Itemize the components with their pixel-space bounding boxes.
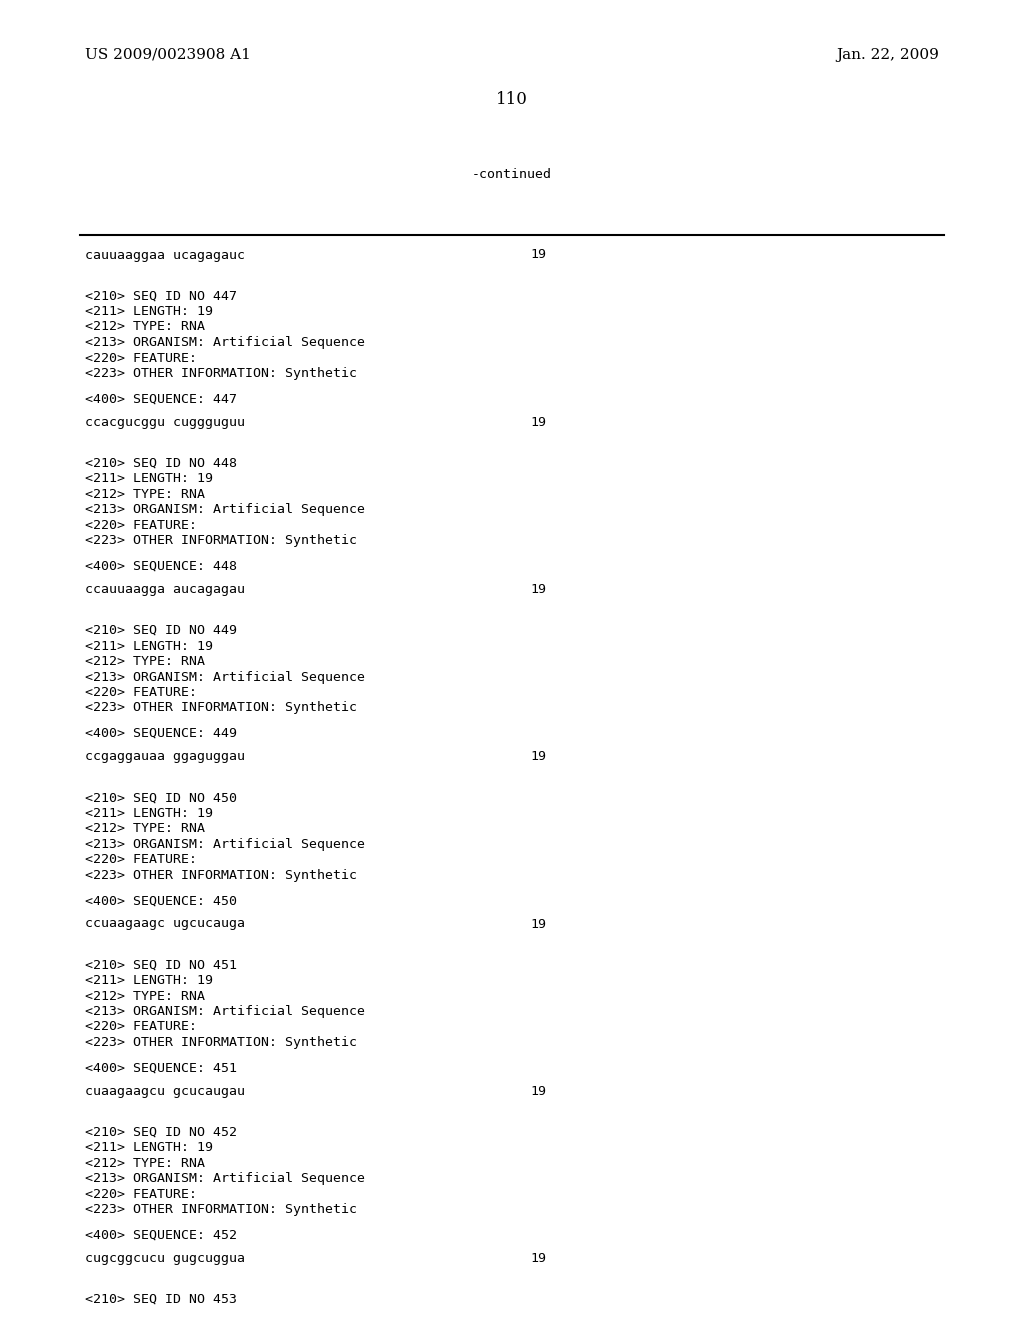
Text: <211> LENGTH: 19: <211> LENGTH: 19 [85,974,213,987]
Text: <400> SEQUENCE: 447: <400> SEQUENCE: 447 [85,392,237,405]
Text: <213> ORGANISM: Artificial Sequence: <213> ORGANISM: Artificial Sequence [85,1005,365,1018]
Text: <211> LENGTH: 19: <211> LENGTH: 19 [85,1142,213,1154]
Text: <213> ORGANISM: Artificial Sequence: <213> ORGANISM: Artificial Sequence [85,838,365,851]
Text: -continued: -continued [472,169,552,181]
Text: <211> LENGTH: 19: <211> LENGTH: 19 [85,473,213,486]
Text: <223> OTHER INFORMATION: Synthetic: <223> OTHER INFORMATION: Synthetic [85,367,357,380]
Text: <210> SEQ ID NO 448: <210> SEQ ID NO 448 [85,457,237,470]
Text: <210> SEQ ID NO 449: <210> SEQ ID NO 449 [85,624,237,638]
Text: 19: 19 [530,416,546,429]
Text: US 2009/0023908 A1: US 2009/0023908 A1 [85,48,251,62]
Text: <212> TYPE: RNA: <212> TYPE: RNA [85,655,205,668]
Text: cuaagaagcu gcucaugau: cuaagaagcu gcucaugau [85,1085,245,1098]
Text: ccauuaagga aucagagau: ccauuaagga aucagagau [85,583,245,597]
Text: <211> LENGTH: 19: <211> LENGTH: 19 [85,807,213,820]
Text: <211> LENGTH: 19: <211> LENGTH: 19 [85,305,213,318]
Text: <220> FEATURE:: <220> FEATURE: [85,853,197,866]
Text: ccuaagaagc ugcucauga: ccuaagaagc ugcucauga [85,917,245,931]
Text: <220> FEATURE:: <220> FEATURE: [85,1188,197,1201]
Text: <223> OTHER INFORMATION: Synthetic: <223> OTHER INFORMATION: Synthetic [85,701,357,714]
Text: Jan. 22, 2009: Jan. 22, 2009 [837,48,939,62]
Text: <220> FEATURE:: <220> FEATURE: [85,519,197,532]
Text: <212> TYPE: RNA: <212> TYPE: RNA [85,488,205,500]
Text: <220> FEATURE:: <220> FEATURE: [85,1020,197,1034]
Text: <400> SEQUENCE: 448: <400> SEQUENCE: 448 [85,560,237,573]
Text: cugcggcucu gugcuggua: cugcggcucu gugcuggua [85,1251,245,1265]
Text: <223> OTHER INFORMATION: Synthetic: <223> OTHER INFORMATION: Synthetic [85,869,357,882]
Text: <212> TYPE: RNA: <212> TYPE: RNA [85,822,205,836]
Text: cauuaaggaa ucagagauc: cauuaaggaa ucagagauc [85,248,245,261]
Text: <212> TYPE: RNA: <212> TYPE: RNA [85,321,205,334]
Text: <213> ORGANISM: Artificial Sequence: <213> ORGANISM: Artificial Sequence [85,337,365,348]
Text: ccgaggauaa ggaguggau: ccgaggauaa ggaguggau [85,750,245,763]
Text: <400> SEQUENCE: 451: <400> SEQUENCE: 451 [85,1061,237,1074]
Text: 19: 19 [530,1085,546,1098]
Text: <212> TYPE: RNA: <212> TYPE: RNA [85,1156,205,1170]
Text: <400> SEQUENCE: 452: <400> SEQUENCE: 452 [85,1229,237,1242]
Text: <212> TYPE: RNA: <212> TYPE: RNA [85,990,205,1002]
Text: <213> ORGANISM: Artificial Sequence: <213> ORGANISM: Artificial Sequence [85,671,365,684]
Text: 19: 19 [530,1251,546,1265]
Text: <223> OTHER INFORMATION: Synthetic: <223> OTHER INFORMATION: Synthetic [85,1036,357,1049]
Text: <211> LENGTH: 19: <211> LENGTH: 19 [85,639,213,652]
Text: <220> FEATURE:: <220> FEATURE: [85,686,197,700]
Text: 19: 19 [530,750,546,763]
Text: <210> SEQ ID NO 450: <210> SEQ ID NO 450 [85,791,237,804]
Text: 110: 110 [496,91,528,108]
Text: <210> SEQ ID NO 453: <210> SEQ ID NO 453 [85,1294,237,1305]
Text: <400> SEQUENCE: 450: <400> SEQUENCE: 450 [85,894,237,907]
Text: <220> FEATURE:: <220> FEATURE: [85,351,197,364]
Text: <210> SEQ ID NO 451: <210> SEQ ID NO 451 [85,958,237,972]
Text: <223> OTHER INFORMATION: Synthetic: <223> OTHER INFORMATION: Synthetic [85,535,357,548]
Text: 19: 19 [530,248,546,261]
Text: 19: 19 [530,917,546,931]
Text: ccacgucggu cuggguguu: ccacgucggu cuggguguu [85,416,245,429]
Text: <210> SEQ ID NO 452: <210> SEQ ID NO 452 [85,1126,237,1139]
Text: 19: 19 [530,583,546,597]
Text: <400> SEQUENCE: 449: <400> SEQUENCE: 449 [85,727,237,741]
Text: <213> ORGANISM: Artificial Sequence: <213> ORGANISM: Artificial Sequence [85,503,365,516]
Text: <210> SEQ ID NO 447: <210> SEQ ID NO 447 [85,289,237,302]
Text: <213> ORGANISM: Artificial Sequence: <213> ORGANISM: Artificial Sequence [85,1172,365,1185]
Text: <223> OTHER INFORMATION: Synthetic: <223> OTHER INFORMATION: Synthetic [85,1204,357,1216]
